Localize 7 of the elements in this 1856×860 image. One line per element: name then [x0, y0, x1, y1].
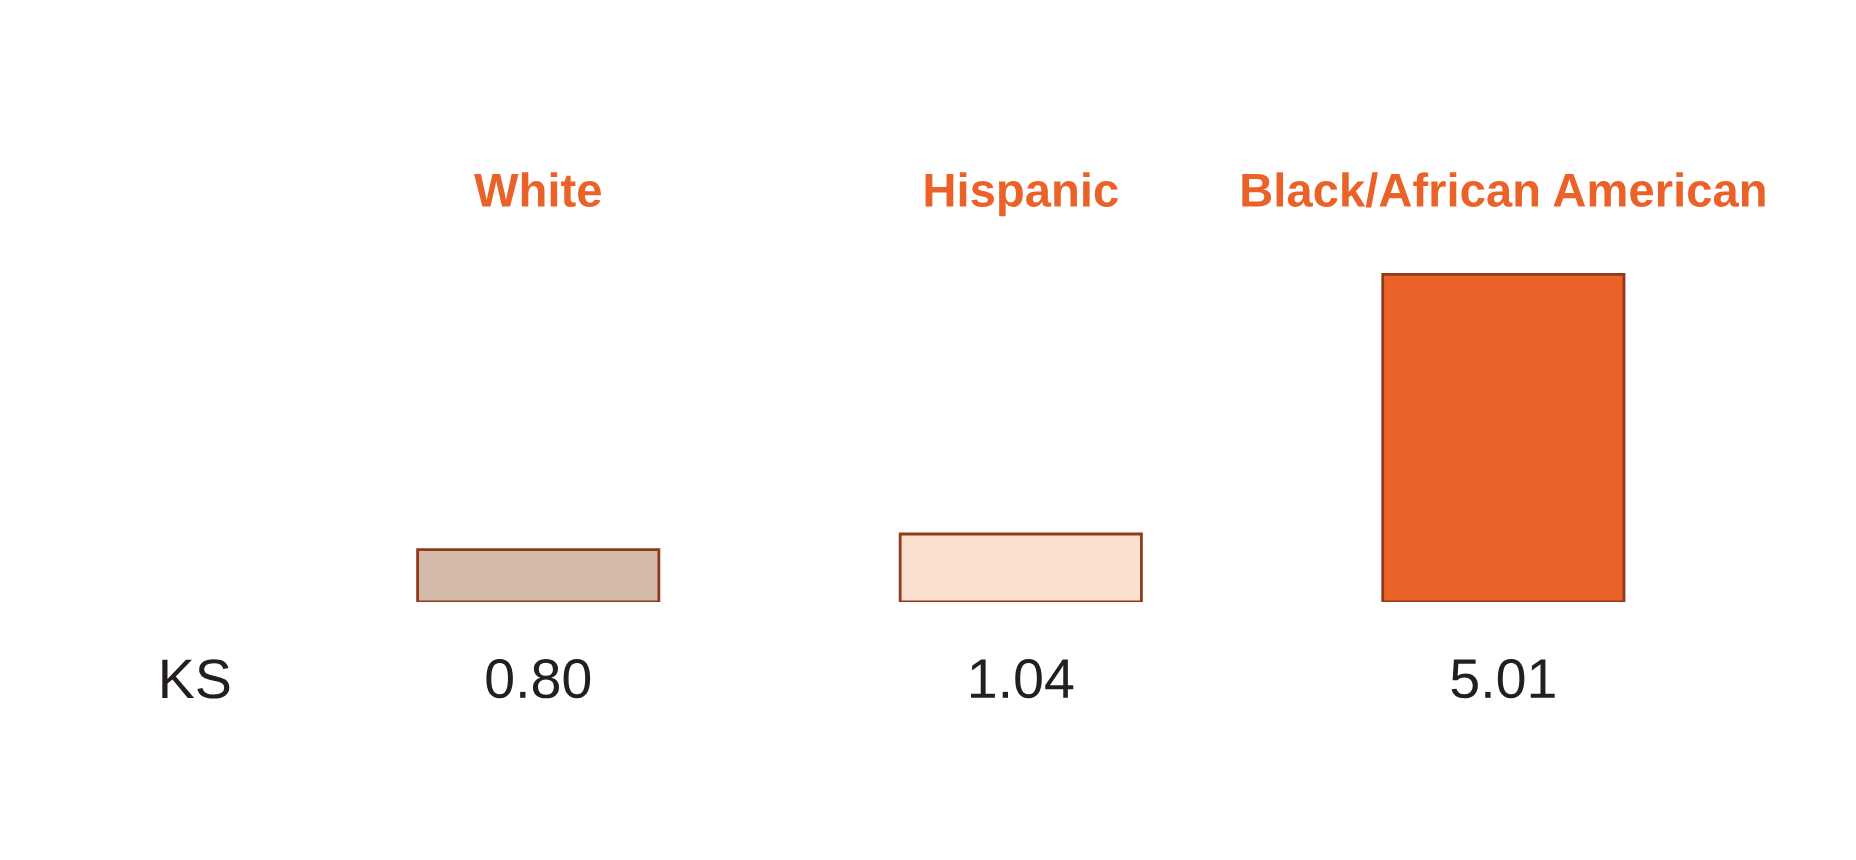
data-label: 0.80 [486, 659, 591, 699]
data-label: 1.04 [970, 659, 1074, 699]
x-tick-label: White [474, 172, 601, 207]
x-tick-label: Hispanic [925, 172, 1118, 217]
x-tick-label: Black/African American [1242, 172, 1765, 208]
data-label: 5.01 [1451, 659, 1555, 699]
text: KS [162, 659, 230, 699]
